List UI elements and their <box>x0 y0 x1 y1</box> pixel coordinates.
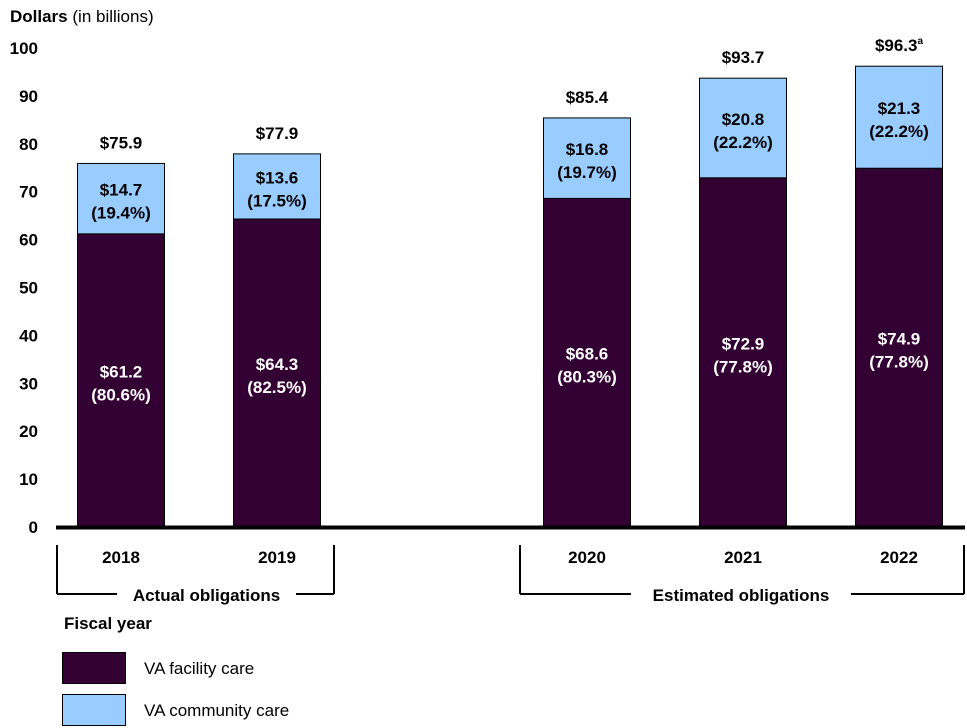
y-tick-label: 50 <box>19 279 38 298</box>
legend-swatch-facility-care <box>62 652 126 684</box>
legend-item-facility-care: VA facility care <box>62 652 362 684</box>
bar-facility-care <box>699 177 787 528</box>
legend-swatch-community-care <box>62 694 126 726</box>
y-tick-label: 0 <box>29 518 38 537</box>
data-label-community-care-percent: (22.2%) <box>713 133 773 152</box>
data-label-facility-care-percent: (82.5%) <box>247 378 307 397</box>
x-axis-label: Fiscal year <box>64 614 152 633</box>
bar-community-care <box>855 65 943 169</box>
data-label-community-care: $13.6 <box>256 168 299 187</box>
data-label-facility-care-percent: (77.8%) <box>713 357 773 376</box>
data-label-facility-care-percent: (80.3%) <box>557 368 617 387</box>
x-tick-label: 2021 <box>724 548 762 567</box>
data-label-facility-care: $68.6 <box>566 345 609 364</box>
bar-community-care <box>233 153 321 220</box>
y-tick-label: 20 <box>19 422 38 441</box>
data-label-community-care: $21.3 <box>878 99 921 118</box>
x-tick-label: 2022 <box>880 548 918 567</box>
data-label-facility-care: $61.2 <box>100 362 143 381</box>
y-tick-label: 90 <box>19 87 38 106</box>
data-label-facility-care-percent: (77.8%) <box>869 353 929 372</box>
bar-facility-care <box>543 197 631 528</box>
data-label-community-care-percent: (17.5%) <box>247 191 307 210</box>
bar-community-care <box>699 77 787 179</box>
data-label-community-care-percent: (22.2%) <box>869 122 929 141</box>
data-label-community-care: $14.7 <box>100 181 143 200</box>
bar-community-care <box>543 117 631 199</box>
legend-label-facility-care: VA facility care <box>144 659 255 678</box>
y-tick-label: 80 <box>19 135 38 154</box>
data-label-community-care: $16.8 <box>566 140 609 159</box>
data-label-facility-care: $74.9 <box>878 330 921 349</box>
legend-label-community-care: VA community care <box>144 701 290 720</box>
data-label-total: $85.4 <box>566 88 609 107</box>
data-label-facility-care-percent: (80.6%) <box>91 385 151 404</box>
data-label-community-care-percent: (19.4%) <box>91 204 151 223</box>
x-tick-label: 2020 <box>568 548 606 567</box>
group-label: Actual obligations <box>133 586 280 605</box>
legend-item-community-care: VA community care <box>62 694 362 726</box>
y-tick-label: 60 <box>19 231 38 250</box>
data-label-total: $77.9 <box>256 124 299 143</box>
footnote-mark: a <box>917 36 923 47</box>
x-tick-label: 2018 <box>102 548 140 567</box>
bar-facility-care <box>855 167 943 528</box>
y-tick-label: 30 <box>19 374 38 393</box>
data-label-facility-care: $72.9 <box>722 334 765 353</box>
data-label-community-care: $20.8 <box>722 110 765 129</box>
bar-facility-care <box>77 233 165 528</box>
data-label-total: $93.7 <box>722 48 765 67</box>
group-label: Estimated obligations <box>653 586 830 605</box>
bar-community-care <box>77 162 165 235</box>
y-tick-label: 40 <box>19 326 38 345</box>
y-axis-label: Dollars (in billions) <box>10 7 154 26</box>
data-label-total: $75.9 <box>100 133 143 152</box>
y-tick-label: 10 <box>19 470 38 489</box>
data-label-total: $96.3a <box>875 36 924 55</box>
bar-facility-care <box>233 218 321 528</box>
data-label-community-care-percent: (19.7%) <box>557 163 617 182</box>
x-tick-label: 2019 <box>258 548 296 567</box>
y-tick-label: 70 <box>19 183 38 202</box>
data-label-facility-care: $64.3 <box>256 355 299 374</box>
y-tick-label: 100 <box>10 39 38 58</box>
